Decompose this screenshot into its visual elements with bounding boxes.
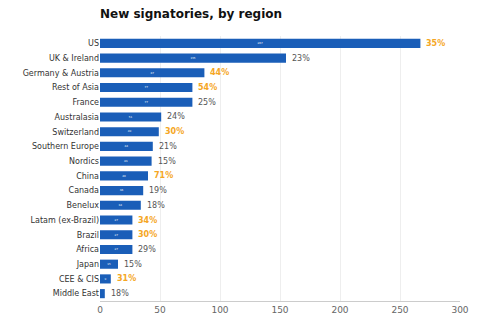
svg-text:19%: 19% — [149, 186, 167, 195]
svg-text:China: China — [76, 172, 99, 181]
svg-text:87: 87 — [150, 71, 154, 75]
svg-text:24%: 24% — [167, 112, 185, 121]
svg-text:44: 44 — [125, 144, 129, 148]
svg-text:Latam (ex-Brazil): Latam (ex-Brazil) — [31, 216, 99, 225]
svg-text:100: 100 — [211, 305, 228, 315]
svg-text:150: 150 — [271, 305, 288, 315]
svg-text:21%: 21% — [159, 142, 177, 151]
svg-text:15%: 15% — [124, 260, 142, 269]
svg-text:France: France — [72, 98, 99, 107]
svg-text:34%: 34% — [138, 216, 157, 225]
svg-text:35%: 35% — [426, 39, 445, 48]
svg-text:71%: 71% — [154, 171, 173, 180]
svg-text:300: 300 — [451, 305, 468, 315]
svg-text:Rest of Asia: Rest of Asia — [52, 83, 99, 92]
svg-text:54%: 54% — [198, 83, 217, 92]
svg-text:155: 155 — [190, 56, 195, 60]
svg-text:36: 36 — [120, 188, 124, 192]
svg-text:27: 27 — [114, 247, 118, 251]
svg-text:77: 77 — [144, 100, 148, 104]
svg-text:267: 267 — [258, 41, 263, 45]
svg-text:Benelux: Benelux — [67, 201, 100, 210]
svg-text:34: 34 — [119, 203, 123, 207]
svg-text:30%: 30% — [165, 127, 184, 136]
svg-text:Nordics: Nordics — [69, 157, 99, 166]
svg-text:44%: 44% — [210, 68, 229, 77]
svg-text:27: 27 — [114, 218, 118, 222]
svg-text:15%: 15% — [158, 157, 176, 166]
svg-text:29%: 29% — [138, 245, 156, 254]
svg-text:40: 40 — [122, 174, 126, 178]
svg-text:18%: 18% — [111, 289, 129, 298]
svg-text:50: 50 — [154, 305, 166, 315]
svg-text:0: 0 — [97, 305, 103, 315]
svg-text:Brazil: Brazil — [77, 231, 99, 240]
svg-text:Australasia: Australasia — [55, 113, 100, 122]
svg-text:Africa: Africa — [76, 245, 99, 254]
svg-text:51: 51 — [129, 115, 133, 119]
svg-text:31%: 31% — [117, 274, 136, 283]
svg-text:Germany & Austria: Germany & Austria — [23, 69, 99, 78]
svg-text:US: US — [88, 39, 99, 48]
svg-text:UK & Ireland: UK & Ireland — [49, 54, 99, 63]
svg-text:New signatories, by region: New signatories, by region — [100, 7, 282, 21]
svg-text:Japan: Japan — [76, 260, 99, 269]
svg-text:43: 43 — [124, 159, 128, 163]
svg-text:Middle East: Middle East — [53, 289, 99, 298]
svg-text:CEE & CIS: CEE & CIS — [59, 275, 99, 284]
svg-text:30%: 30% — [138, 230, 157, 239]
svg-text:Canada: Canada — [69, 186, 100, 195]
svg-text:Southern Europe: Southern Europe — [32, 142, 99, 151]
svg-text:200: 200 — [331, 305, 348, 315]
svg-text:49: 49 — [128, 129, 132, 133]
svg-text:15: 15 — [107, 262, 111, 266]
svg-text:9: 9 — [105, 277, 107, 281]
svg-text:25%: 25% — [198, 98, 216, 107]
svg-text:23%: 23% — [292, 54, 310, 63]
svg-text:18%: 18% — [147, 201, 165, 210]
svg-text:27: 27 — [114, 233, 118, 237]
svg-text:Switzerland: Switzerland — [52, 127, 99, 136]
svg-text:250: 250 — [391, 305, 408, 315]
svg-text:77: 77 — [144, 85, 148, 89]
